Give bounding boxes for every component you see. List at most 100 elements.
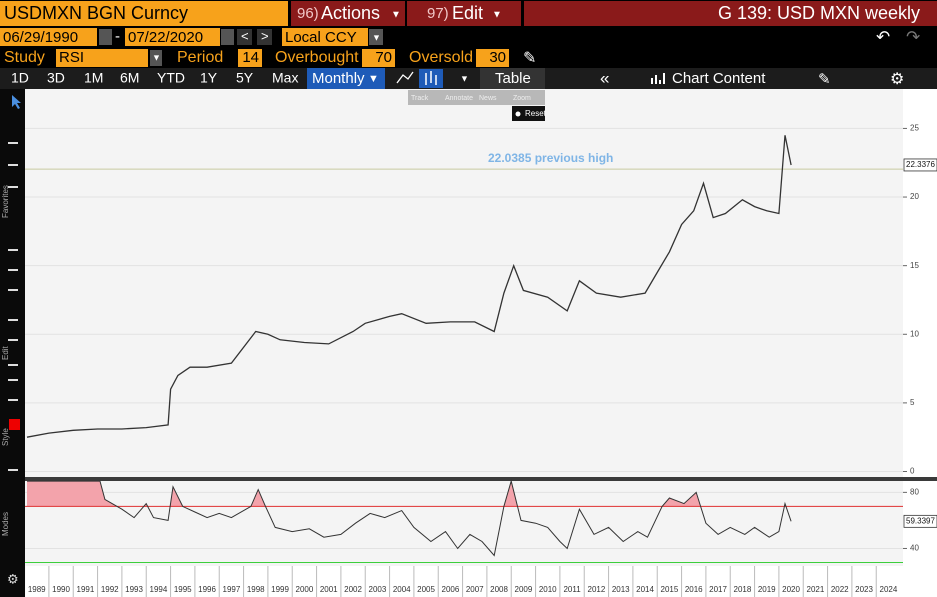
pointer-icon[interactable]	[12, 95, 21, 109]
y-tick-label: 0	[910, 467, 915, 476]
edit-menu[interactable]	[407, 1, 521, 26]
range-button[interactable]: 1M	[84, 70, 103, 86]
x-tick-label: 2022	[831, 585, 849, 594]
calendar-icon[interactable]	[99, 29, 112, 45]
overbought[interactable]: 70	[375, 49, 392, 66]
currency-dropdown[interactable]	[369, 29, 383, 45]
range-button[interactable]: 5Y	[236, 70, 254, 86]
tool-icons[interactable]	[8, 142, 18, 471]
currency[interactable]: Local CCY	[285, 29, 357, 46]
mini-tool[interactable]: Annotate	[445, 95, 473, 102]
frequency[interactable]: Monthly	[312, 70, 365, 87]
start-date-box[interactable]	[0, 28, 97, 46]
last-value-label: 22.3376	[906, 160, 935, 169]
ticker-box[interactable]	[0, 1, 288, 26]
mini-tool[interactable]: Zoom	[513, 95, 531, 102]
x-tick-label: 2009	[515, 585, 533, 594]
reset-icon	[515, 111, 521, 117]
panel-divider	[25, 477, 937, 481]
y-tick-label: 5	[910, 398, 915, 407]
dropdown-arrow: ▼	[372, 32, 381, 42]
mini-toolbar	[408, 90, 545, 105]
x-tick-label: 1992	[101, 585, 119, 594]
mini-tool[interactable]: News	[479, 95, 497, 102]
range-button[interactable]: 1D	[11, 70, 29, 86]
period-box[interactable]	[238, 49, 262, 67]
edit-num: 97)	[427, 5, 449, 22]
settings-icon[interactable]: ⚙	[890, 71, 904, 88]
oversold-box[interactable]	[476, 49, 509, 67]
x-tick-label: 2002	[344, 585, 362, 594]
last-value-tag	[903, 514, 937, 528]
prev-arrow: <	[241, 28, 249, 43]
period-label: Period	[177, 49, 223, 66]
mini-tool[interactable]: Track	[411, 95, 429, 102]
next-button[interactable]	[257, 29, 272, 45]
reset[interactable]: Reset	[525, 109, 547, 118]
table[interactable]: Table	[495, 70, 531, 87]
sidebar	[0, 89, 25, 597]
redo-icon[interactable]: ↷	[906, 27, 920, 46]
dropdown-arrow: ▼	[391, 10, 401, 21]
bar-icon	[425, 71, 437, 85]
rsi-panel	[25, 481, 903, 566]
actions-menu[interactable]	[291, 1, 405, 26]
x-tick-label: 1993	[125, 585, 143, 594]
study-dropdown[interactable]	[150, 50, 162, 66]
collapse-icon[interactable]: «	[600, 68, 609, 87]
line-icon[interactable]	[396, 71, 414, 84]
end-date[interactable]: 07/22/2020	[128, 29, 203, 46]
y-tick-label: 10	[910, 329, 919, 338]
x-tick-label: 2019	[758, 585, 776, 594]
x-tick-label: 2024	[880, 585, 898, 594]
x-tick-label: 2010	[539, 585, 557, 594]
range-button[interactable]: 3D	[47, 70, 65, 86]
study-box[interactable]	[56, 49, 148, 67]
window-title: G 139: USD MXN weekly	[718, 3, 920, 23]
plots: 0 5 10 15 20 25 22.0385 previous high 22.3376 40…	[24, 124, 937, 597]
x-tick-label: 2020	[782, 585, 800, 594]
range-button[interactable]: Max	[272, 70, 298, 86]
color-swatch[interactable]	[9, 419, 20, 430]
price-line	[26, 135, 792, 438]
actions[interactable]: Actions	[321, 3, 380, 23]
ticker[interactable]: USDMXN BGN Curncy	[4, 3, 188, 23]
calendar-icon[interactable]	[221, 29, 234, 45]
pencil-icon[interactable]: ✎	[523, 50, 536, 67]
undo-icon[interactable]: ↶	[876, 27, 890, 46]
x-tick-label: 1996	[198, 585, 216, 594]
end-date-box[interactable]	[125, 28, 220, 46]
overbought-box[interactable]	[362, 49, 395, 67]
last-value-tag	[903, 158, 937, 172]
overbought-fill	[27, 481, 786, 507]
title-bar	[524, 1, 937, 26]
dropdown-arrow: ▼	[152, 52, 161, 62]
currency-box[interactable]	[282, 28, 368, 46]
x-tick-label: 2006	[442, 585, 460, 594]
x-tick-label: 1991	[77, 585, 95, 594]
chart-content[interactable]: Chart Content	[672, 70, 766, 87]
y-tick-label: 80	[910, 487, 919, 496]
range-button[interactable]: 6M	[120, 70, 139, 86]
reset-button[interactable]	[512, 106, 545, 121]
sidebar-settings[interactable]: ⚙	[7, 571, 19, 586]
table-button[interactable]	[480, 68, 545, 89]
frequency-box[interactable]	[307, 68, 385, 89]
oversold[interactable]: 30	[489, 49, 506, 66]
study-label: Study	[4, 49, 45, 66]
edit[interactable]: Edit	[452, 3, 483, 23]
study[interactable]: RSI	[59, 49, 84, 66]
edit-icon[interactable]: ✎	[818, 71, 831, 88]
chart-icon	[651, 73, 665, 84]
range-buttons: 1D 3D 1M 6M YTD 1Y 5Y Max	[11, 70, 298, 86]
date-dash: -	[115, 28, 120, 45]
prev-button[interactable]	[237, 29, 252, 45]
x-tick-label: 1990	[52, 585, 70, 594]
period[interactable]: 14	[242, 49, 259, 66]
range-button[interactable]: YTD	[157, 70, 185, 86]
start-date[interactable]: 06/29/1990	[3, 29, 78, 46]
x-tick-label: 1999	[271, 585, 289, 594]
x-tick-label: 2000	[296, 585, 314, 594]
range-button[interactable]: 1Y	[200, 70, 218, 86]
